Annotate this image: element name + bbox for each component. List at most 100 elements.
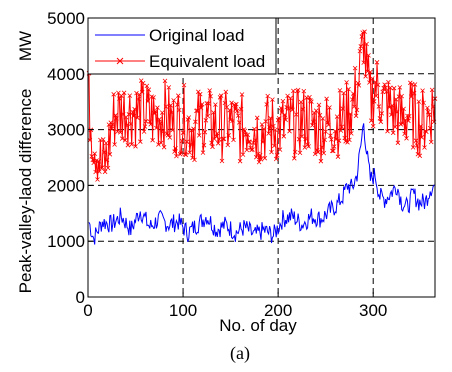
- series-line-original-load: [88, 123, 436, 245]
- data-point: [292, 149, 298, 155]
- data-point: [175, 102, 180, 107]
- data-point: [121, 90, 127, 96]
- data-point: [377, 116, 383, 121]
- data-point: [389, 112, 394, 118]
- data-point: [413, 138, 419, 143]
- data-point: [144, 83, 150, 89]
- data-point: [193, 119, 198, 125]
- data-point: [104, 157, 110, 163]
- data-point: [287, 128, 292, 134]
- data-point: [290, 107, 295, 113]
- data-point: [346, 86, 351, 92]
- data-point: [216, 137, 222, 142]
- data-point: [236, 120, 242, 125]
- data-point: [317, 112, 323, 118]
- data-point: [307, 94, 312, 100]
- data-point: [422, 145, 427, 150]
- data-point: [340, 106, 346, 111]
- data-point: [115, 129, 120, 134]
- data-point: [430, 104, 436, 109]
- data-point: [380, 89, 385, 95]
- data-point: [332, 128, 338, 134]
- data-point: [350, 91, 356, 96]
- data-point: [222, 100, 228, 106]
- data-point: [427, 112, 432, 118]
- data-point: [402, 131, 407, 137]
- data-point: [318, 158, 324, 164]
- data-point: [159, 110, 165, 115]
- series-equivalent-load: [86, 29, 438, 182]
- data-point: [136, 96, 141, 102]
- data-point: [215, 141, 221, 146]
- data-point: [109, 126, 115, 132]
- x-tick-label: 0: [83, 301, 92, 320]
- data-point: [299, 134, 305, 139]
- data-point: [196, 133, 202, 138]
- data-point: [188, 142, 193, 147]
- data-point: [151, 95, 156, 100]
- data-point: [253, 137, 258, 143]
- data-point: [385, 128, 390, 134]
- data-point: [297, 150, 303, 156]
- data-point: [203, 118, 209, 123]
- data-point: [186, 115, 192, 120]
- data-point: [223, 89, 229, 95]
- data-point: [356, 83, 362, 88]
- data-point: [273, 156, 279, 162]
- data-point: [348, 111, 353, 117]
- data-point: [420, 88, 425, 93]
- data-point: [124, 123, 130, 128]
- data-point: [313, 108, 319, 113]
- data-point: [410, 145, 416, 150]
- data-point: [100, 165, 105, 170]
- data-point: [292, 156, 297, 161]
- figure-caption: (a): [230, 343, 250, 364]
- legend-label-equivalent-load: Equivalent load: [149, 52, 265, 71]
- data-point: [134, 90, 139, 96]
- data-point: [404, 136, 409, 141]
- data-point: [427, 125, 433, 131]
- data-point: [133, 144, 138, 149]
- y-tick-label: 4000: [47, 65, 85, 84]
- data-point: [258, 157, 264, 162]
- data-point: [170, 127, 175, 133]
- data-point: [112, 142, 117, 147]
- data-point: [96, 159, 101, 164]
- data-point: [191, 126, 196, 132]
- data-point: [211, 110, 216, 115]
- data-point: [395, 140, 401, 146]
- data-point: [206, 101, 211, 106]
- data-point: [135, 115, 140, 121]
- data-point: [131, 113, 136, 119]
- data-point: [122, 138, 128, 143]
- y-axis-unit: MW: [16, 31, 35, 61]
- data-point: [245, 132, 250, 138]
- data-point: [93, 169, 98, 175]
- data-point: [421, 100, 426, 106]
- data-point: [213, 102, 218, 107]
- data-point: [278, 105, 284, 111]
- data-point: [237, 158, 243, 164]
- data-point: [403, 117, 408, 123]
- data-point: [391, 85, 397, 91]
- data-point: [378, 119, 384, 125]
- data-point: [202, 129, 208, 135]
- data-point: [238, 106, 244, 112]
- data-point: [219, 158, 225, 164]
- y-tick-label: 1000: [47, 232, 85, 251]
- data-point: [158, 121, 163, 126]
- data-point: [229, 100, 234, 106]
- data-point: [160, 129, 166, 134]
- data-point: [344, 80, 349, 85]
- data-point: [119, 136, 125, 141]
- data-point: [382, 82, 387, 87]
- data-point: [429, 87, 435, 93]
- data-point: [181, 82, 187, 88]
- data-point: [281, 134, 287, 139]
- data-point: [254, 115, 260, 121]
- data-point: [375, 82, 381, 88]
- data-point: [172, 149, 177, 154]
- data-point: [405, 113, 410, 119]
- data-point: [148, 122, 153, 127]
